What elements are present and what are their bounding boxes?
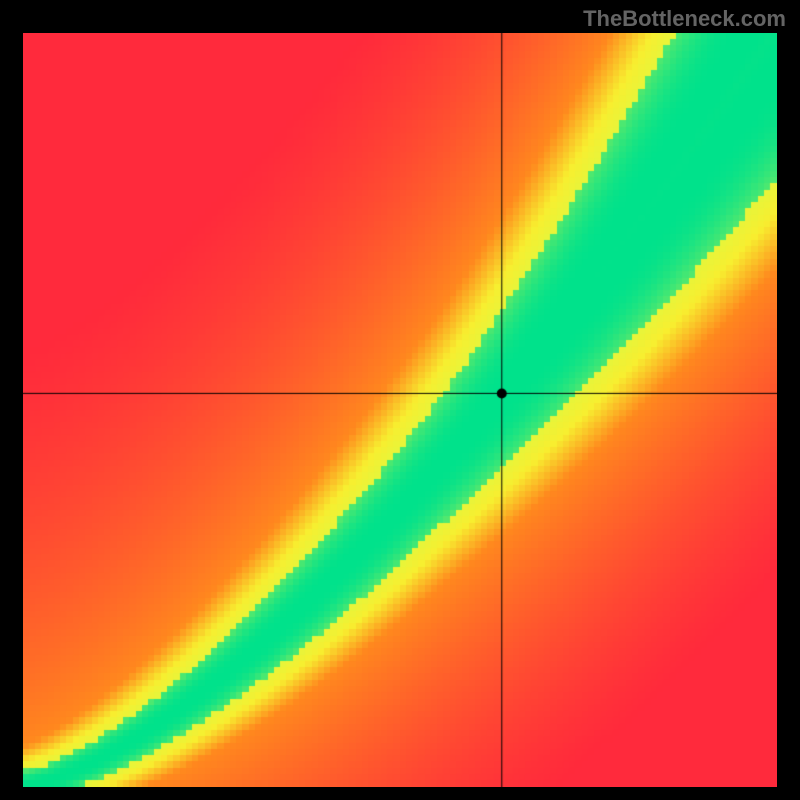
bottleneck-heatmap [23, 33, 777, 787]
watermark-text: TheBottleneck.com [583, 6, 786, 32]
